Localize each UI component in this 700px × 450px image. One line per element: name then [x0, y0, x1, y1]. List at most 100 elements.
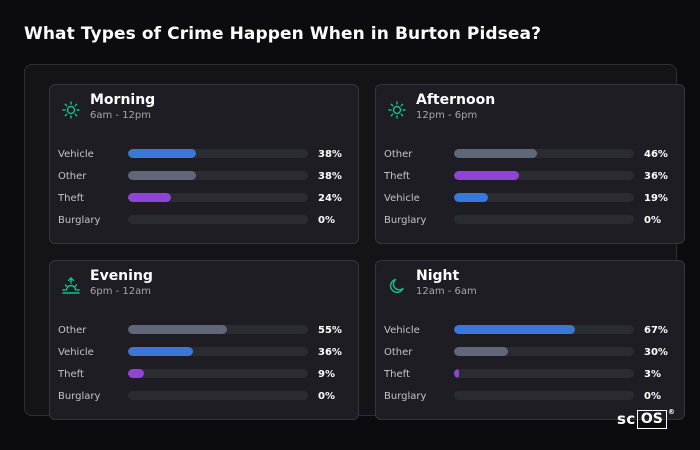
- bar-theft: [128, 193, 172, 202]
- value-label: 19%: [644, 193, 668, 204]
- bar-theft: [454, 171, 519, 180]
- bar-row-other: Other 30%: [384, 345, 674, 367]
- bar-track: [454, 325, 634, 334]
- bar-row-vehicle: Vehicle 67%: [384, 323, 674, 345]
- bar-row-burglary: Burglary 0%: [384, 389, 674, 411]
- card-title: Afternoon: [416, 92, 496, 108]
- bar-row-burglary: Burglary 0%: [58, 213, 348, 235]
- bar-row-other: Other 38%: [58, 169, 348, 191]
- bar-track: [128, 369, 308, 378]
- bar-track: [128, 391, 308, 400]
- page-title: What Types of Crime Happen When in Burto…: [24, 24, 542, 44]
- bar-vehicle: [454, 325, 575, 334]
- card-title: Night: [416, 268, 460, 284]
- bar-theft: [454, 369, 460, 378]
- value-label: 0%: [644, 391, 661, 402]
- bar-row-burglary: Burglary 0%: [384, 213, 674, 235]
- bar-row-theft: Theft 36%: [384, 169, 674, 191]
- bar-track: [128, 149, 308, 158]
- bar-row-theft: Theft 3%: [384, 367, 674, 389]
- bar-row-vehicle: Vehicle 38%: [58, 147, 348, 169]
- sun-icon: [62, 101, 80, 119]
- bar-row-other: Other 55%: [58, 323, 348, 345]
- category-label: Theft: [58, 369, 84, 380]
- bar-track: [454, 369, 634, 378]
- category-label: Theft: [58, 193, 84, 204]
- value-label: 36%: [318, 347, 342, 358]
- sunset-icon: [62, 277, 80, 295]
- bar-row-theft: Theft 24%: [58, 191, 348, 213]
- bar-row-vehicle: Vehicle 36%: [58, 345, 348, 367]
- bar-rows: Vehicle 38% Other 38% Theft 24% Burglary 0%: [58, 147, 348, 235]
- value-label: 67%: [644, 325, 668, 336]
- value-label: 30%: [644, 347, 668, 358]
- card-night: Night 12am - 6am Vehicle 67% Other 30% Theft 3%…: [375, 260, 685, 420]
- value-label: 55%: [318, 325, 342, 336]
- bar-other: [454, 149, 537, 158]
- bar-vehicle: [128, 149, 197, 158]
- bar-rows: Other 46% Theft 36% Vehicle 19% Burglary 0%: [384, 147, 674, 235]
- category-label: Vehicle: [384, 193, 420, 204]
- value-label: 38%: [318, 171, 342, 182]
- category-label: Burglary: [58, 215, 101, 226]
- card-afternoon: Afternoon 12pm - 6pm Other 46% Theft 36% Vehic…: [375, 84, 685, 244]
- bar-row-other: Other 46%: [384, 147, 674, 169]
- card-time-range: 6pm - 12am: [90, 286, 152, 297]
- card-evening: Evening 6pm - 12am Other 55% Vehicle 36% Theft…: [49, 260, 359, 420]
- value-label: 0%: [318, 215, 335, 226]
- moon-icon: [388, 277, 406, 295]
- logo-part-os: OS: [636, 409, 667, 429]
- category-label: Theft: [384, 171, 410, 182]
- category-label: Other: [58, 171, 87, 182]
- value-label: 0%: [318, 391, 335, 402]
- bar-track: [128, 171, 308, 180]
- bar-rows: Vehicle 67% Other 30% Theft 3% Burglary 0%: [384, 323, 674, 411]
- bar-track: [454, 347, 634, 356]
- card-morning: Morning 6am - 12pm Vehicle 38% Other 38% Theft…: [49, 84, 359, 244]
- scos-logo: sc OS ®: [617, 408, 675, 430]
- bar-row-vehicle: Vehicle 19%: [384, 191, 674, 213]
- bar-row-theft: Theft 9%: [58, 367, 348, 389]
- bar-rows: Other 55% Vehicle 36% Theft 9% Burglary 0%: [58, 323, 348, 411]
- category-label: Other: [58, 325, 87, 336]
- bar-track: [128, 193, 308, 202]
- card-time-range: 6am - 12pm: [90, 110, 152, 121]
- card-time-range: 12pm - 6pm: [416, 110, 478, 121]
- value-label: 36%: [644, 171, 668, 182]
- value-label: 38%: [318, 149, 342, 160]
- value-label: 24%: [318, 193, 342, 204]
- category-label: Other: [384, 149, 413, 160]
- bar-track: [454, 193, 634, 202]
- bar-other: [128, 171, 197, 180]
- logo-registered-mark: ®: [667, 408, 675, 416]
- category-label: Vehicle: [58, 347, 94, 358]
- bar-vehicle: [454, 193, 489, 202]
- sun-icon: [388, 101, 406, 119]
- value-label: 3%: [644, 369, 661, 380]
- bar-other: [128, 325, 227, 334]
- value-label: 9%: [318, 369, 335, 380]
- bar-track: [454, 149, 634, 158]
- bar-track: [454, 215, 634, 224]
- category-label: Vehicle: [384, 325, 420, 336]
- bar-vehicle: [128, 347, 193, 356]
- bar-other: [454, 347, 508, 356]
- card-title: Morning: [90, 92, 156, 108]
- value-label: 0%: [644, 215, 661, 226]
- category-label: Burglary: [384, 215, 427, 226]
- category-label: Theft: [384, 369, 410, 380]
- card-time-range: 12am - 6am: [416, 286, 477, 297]
- bar-track: [128, 325, 308, 334]
- category-label: Burglary: [384, 391, 427, 402]
- category-label: Vehicle: [58, 149, 94, 160]
- bar-track: [454, 391, 634, 400]
- bar-theft: [128, 369, 145, 378]
- bar-row-burglary: Burglary 0%: [58, 389, 348, 411]
- logo-part-sc: sc: [617, 410, 636, 428]
- category-label: Other: [384, 347, 413, 358]
- category-label: Burglary: [58, 391, 101, 402]
- bar-track: [454, 171, 634, 180]
- bar-track: [128, 347, 308, 356]
- value-label: 46%: [644, 149, 668, 160]
- bar-track: [128, 215, 308, 224]
